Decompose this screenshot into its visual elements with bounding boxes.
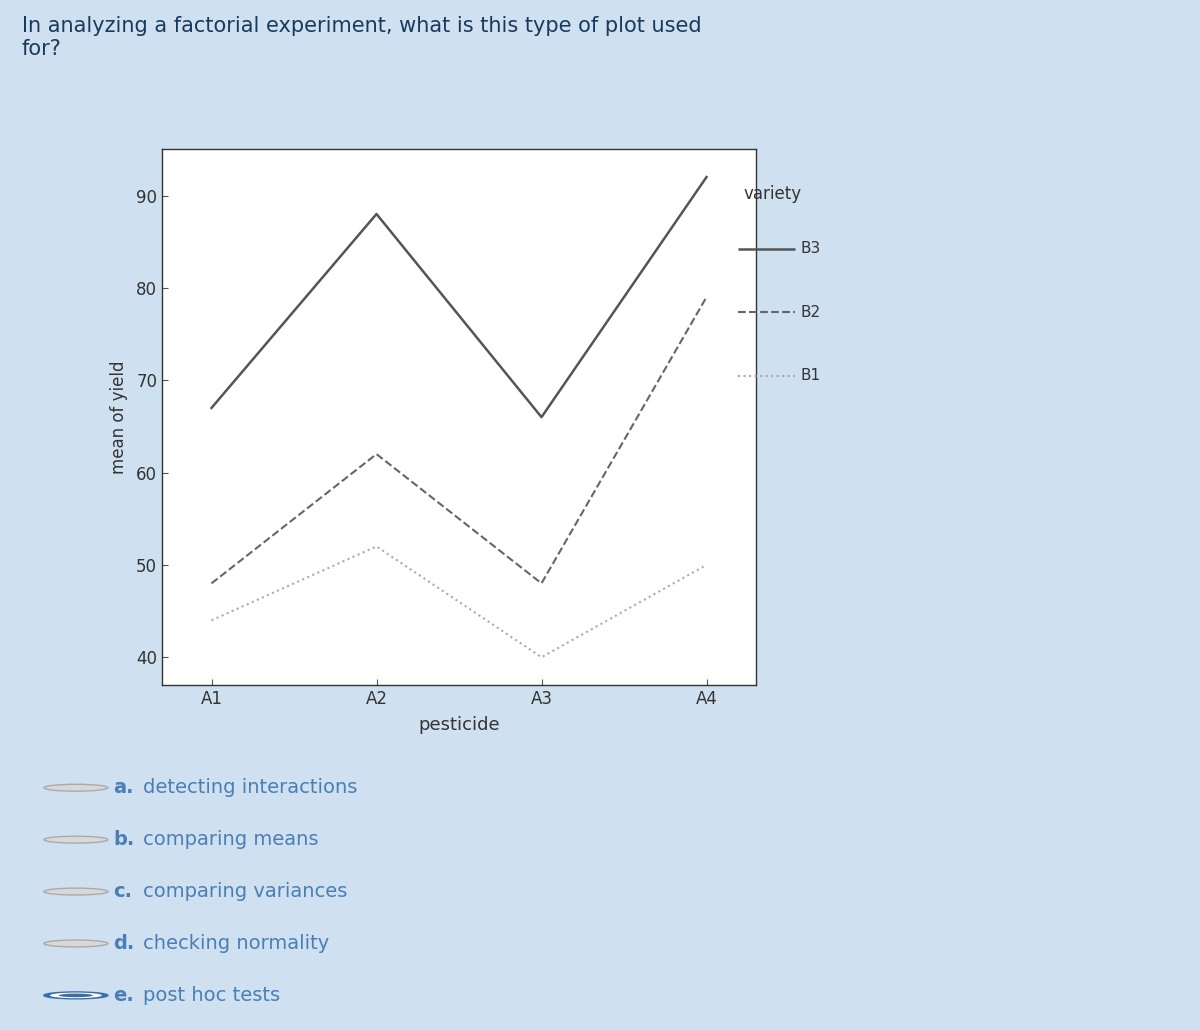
Text: b.: b. [114, 830, 134, 849]
Ellipse shape [44, 940, 108, 947]
Text: comparing means: comparing means [143, 830, 318, 849]
Text: B2: B2 [800, 305, 821, 319]
Ellipse shape [44, 888, 108, 895]
Ellipse shape [44, 992, 108, 999]
Text: In analyzing a factorial experiment, what is this type of plot used
for?: In analyzing a factorial experiment, wha… [22, 16, 701, 60]
Text: variety: variety [744, 185, 802, 203]
Text: B3: B3 [800, 241, 821, 256]
Text: B1: B1 [800, 369, 821, 383]
Text: detecting interactions: detecting interactions [143, 779, 356, 797]
Text: comparing variances: comparing variances [143, 882, 347, 901]
Text: checking normality: checking normality [143, 934, 329, 953]
Y-axis label: mean of yield: mean of yield [110, 360, 128, 474]
Text: a.: a. [114, 779, 134, 797]
Ellipse shape [59, 994, 92, 997]
Ellipse shape [44, 784, 108, 791]
X-axis label: pesticide: pesticide [418, 716, 500, 734]
Text: d.: d. [114, 934, 134, 953]
Ellipse shape [44, 836, 108, 844]
Text: c.: c. [114, 882, 132, 901]
Ellipse shape [50, 993, 102, 998]
Text: post hoc tests: post hoc tests [143, 986, 280, 1005]
Text: e.: e. [114, 986, 134, 1005]
